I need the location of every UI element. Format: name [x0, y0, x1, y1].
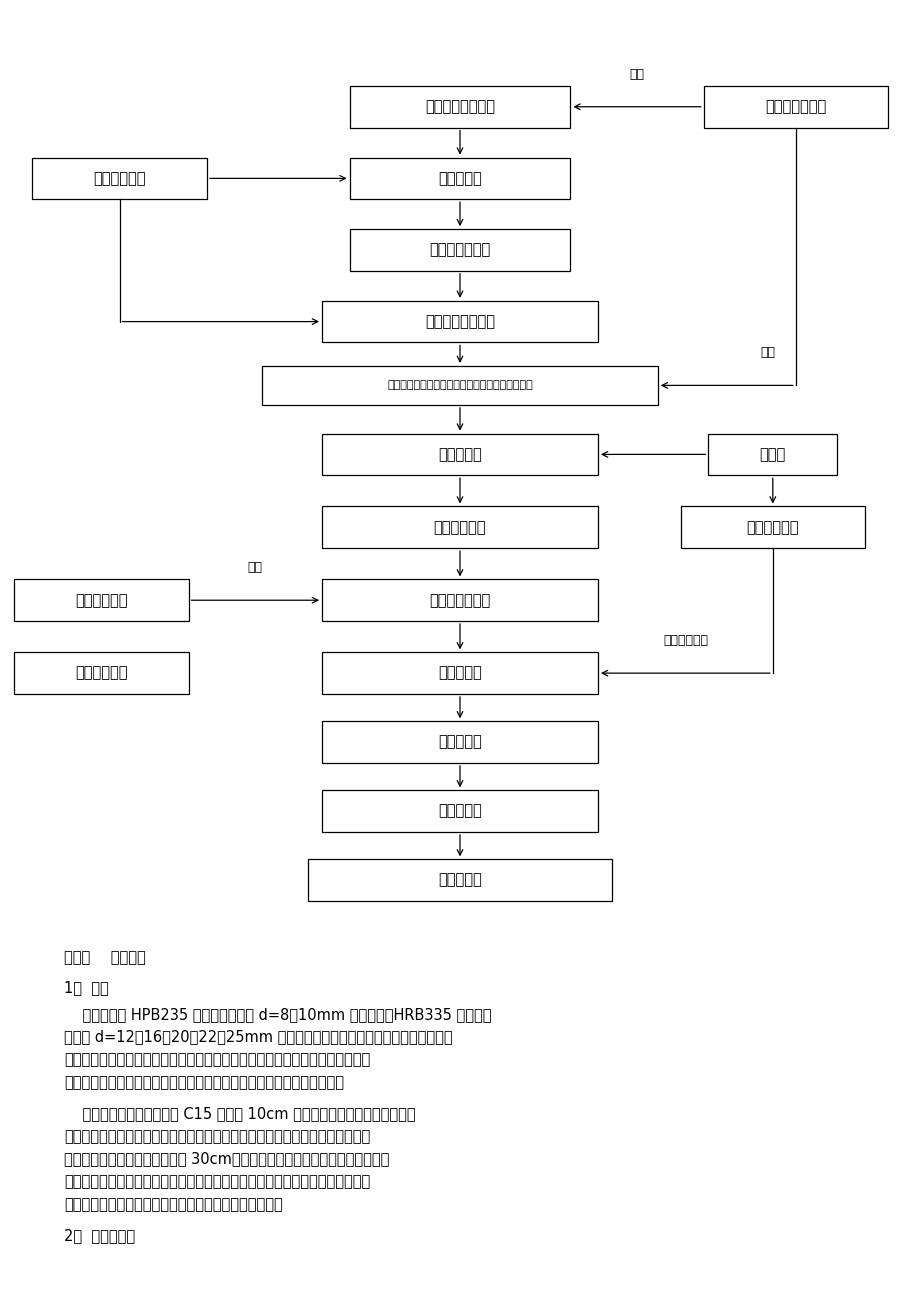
Text: 进场钢筋试验检: 进场钢筋试验检 [765, 99, 825, 115]
Text: 钢筋全部存放入钢筋存放区内并加盖防雨篷布，钢筋与地面之间浇筑混凝土条形: 钢筋全部存放入钢筋存放区内并加盖防雨篷布，钢筋与地面之间浇筑混凝土条形 [64, 1129, 370, 1144]
Text: 安装预应力管道: 安装预应力管道 [429, 242, 490, 258]
Text: 证试验。所有钢筋必须有榆佳总监办发的钢筋使用批复后方可用于施工。: 证试验。所有钢筋必须有榆佳总监办发的钢筋使用批复后方可用于施工。 [64, 1074, 344, 1090]
Text: 压浆、封端: 压浆、封端 [437, 803, 482, 819]
Bar [708, 434, 836, 475]
Text: 绑扎底、腹板钢筋: 绑扎底、腹板钢筋 [425, 99, 494, 115]
Bar [14, 579, 188, 621]
Text: 厂存放区内的钢筋不能存放过多，防止生锈。现场技术员每月末根据施工计划向: 厂存放区内的钢筋不能存放过多，防止生锈。现场技术员每月末根据施工计划向 [64, 1174, 370, 1189]
Text: 提梁、存梁: 提梁、存梁 [437, 872, 482, 888]
Text: 合格: 合格 [247, 561, 263, 574]
Bar [322, 652, 597, 694]
Text: 安装侧模板: 安装侧模板 [437, 171, 482, 186]
Text: 预应力张拉: 预应力张拉 [437, 665, 482, 681]
Text: 试验室压试块: 试验室压试块 [745, 519, 799, 535]
Text: 准备张拉设备: 准备张拉设备 [74, 665, 128, 681]
Text: 1．  钢筋: 1． 钢筋 [64, 980, 109, 995]
Text: 物资部提供下个月钢筋使用量，钢筋由物资部统一调拨。: 物资部提供下个月钢筋使用量，钢筋由物资部统一调拨。 [64, 1197, 283, 1212]
Bar [349, 158, 570, 199]
Bar [349, 86, 570, 128]
Text: 达到张拉强度: 达到张拉强度 [663, 634, 707, 647]
Text: （一）    施工准备: （一） 施工准备 [64, 950, 146, 966]
Bar [308, 859, 611, 901]
Text: 钢绞线试验检: 钢绞线试验检 [74, 592, 128, 608]
Text: 砼拌制: 砼拌制 [759, 447, 785, 462]
Text: 清理孔道、穿束: 清理孔道、穿束 [429, 592, 490, 608]
Text: 证书和试验报告单，试验室进行相关验证试验自检，合格后送中心试验室进行验: 证书和试验报告单，试验室进行相关验证试验自检，合格后送中心试验室进行验 [64, 1052, 370, 1068]
Bar [322, 721, 597, 763]
Text: 砼养护、凿毛: 砼养护、凿毛 [433, 519, 486, 535]
Bar [14, 652, 188, 694]
Bar [322, 301, 597, 342]
Text: 基础支垫，保证钢筋与地面距离 30cm。加工成型的钢筋按型号整齐摆放。钢筋: 基础支垫，保证钢筋与地面距离 30cm。加工成型的钢筋按型号整齐摆放。钢筋 [64, 1152, 390, 1167]
Text: 割束、封头: 割束、封头 [437, 734, 482, 750]
Bar [680, 506, 864, 548]
Bar [322, 579, 597, 621]
Text: 绑扎顶板、翼缘板钢筋、预埋筋、负弯矩区波纹管: 绑扎顶板、翼缘板钢筋、预埋筋、负弯矩区波纹管 [387, 380, 532, 391]
Bar [322, 790, 597, 832]
Text: 合格: 合格 [760, 346, 775, 359]
Bar [262, 366, 657, 405]
Text: 2．  预应力材料: 2． 预应力材料 [64, 1229, 135, 1243]
Text: 合格: 合格 [629, 68, 644, 81]
Bar [349, 229, 570, 271]
Bar [32, 158, 207, 199]
Text: 钢筋加工厂篷化，场地用 C15 砼硬化 10cm 厚度。项目部调拨到施工现场的: 钢筋加工厂篷化，场地用 C15 砼硬化 10cm 厚度。项目部调拨到施工现场的 [64, 1107, 415, 1121]
Text: 模板加工制作: 模板加工制作 [93, 171, 146, 186]
Text: 浇筑箱梁砼: 浇筑箱梁砼 [437, 447, 482, 462]
Bar [703, 86, 887, 128]
Bar [322, 434, 597, 475]
Text: 了直径 d=12、16、20、22、25mm 五种规格。所有进场钢筋必须具有出场质量保: 了直径 d=12、16、20、22、25mm 五种规格。所有进场钢筋必须具有出场… [64, 1030, 452, 1044]
Bar [322, 506, 597, 548]
Text: 安装内模、端头模: 安装内模、端头模 [425, 314, 494, 329]
Text: 箱梁施工中 HPB235 钢筋采用了直径 d=8、10mm 两种规格，HRB335 钢筋采用: 箱梁施工中 HPB235 钢筋采用了直径 d=8、10mm 两种规格，HRB33… [64, 1006, 492, 1022]
